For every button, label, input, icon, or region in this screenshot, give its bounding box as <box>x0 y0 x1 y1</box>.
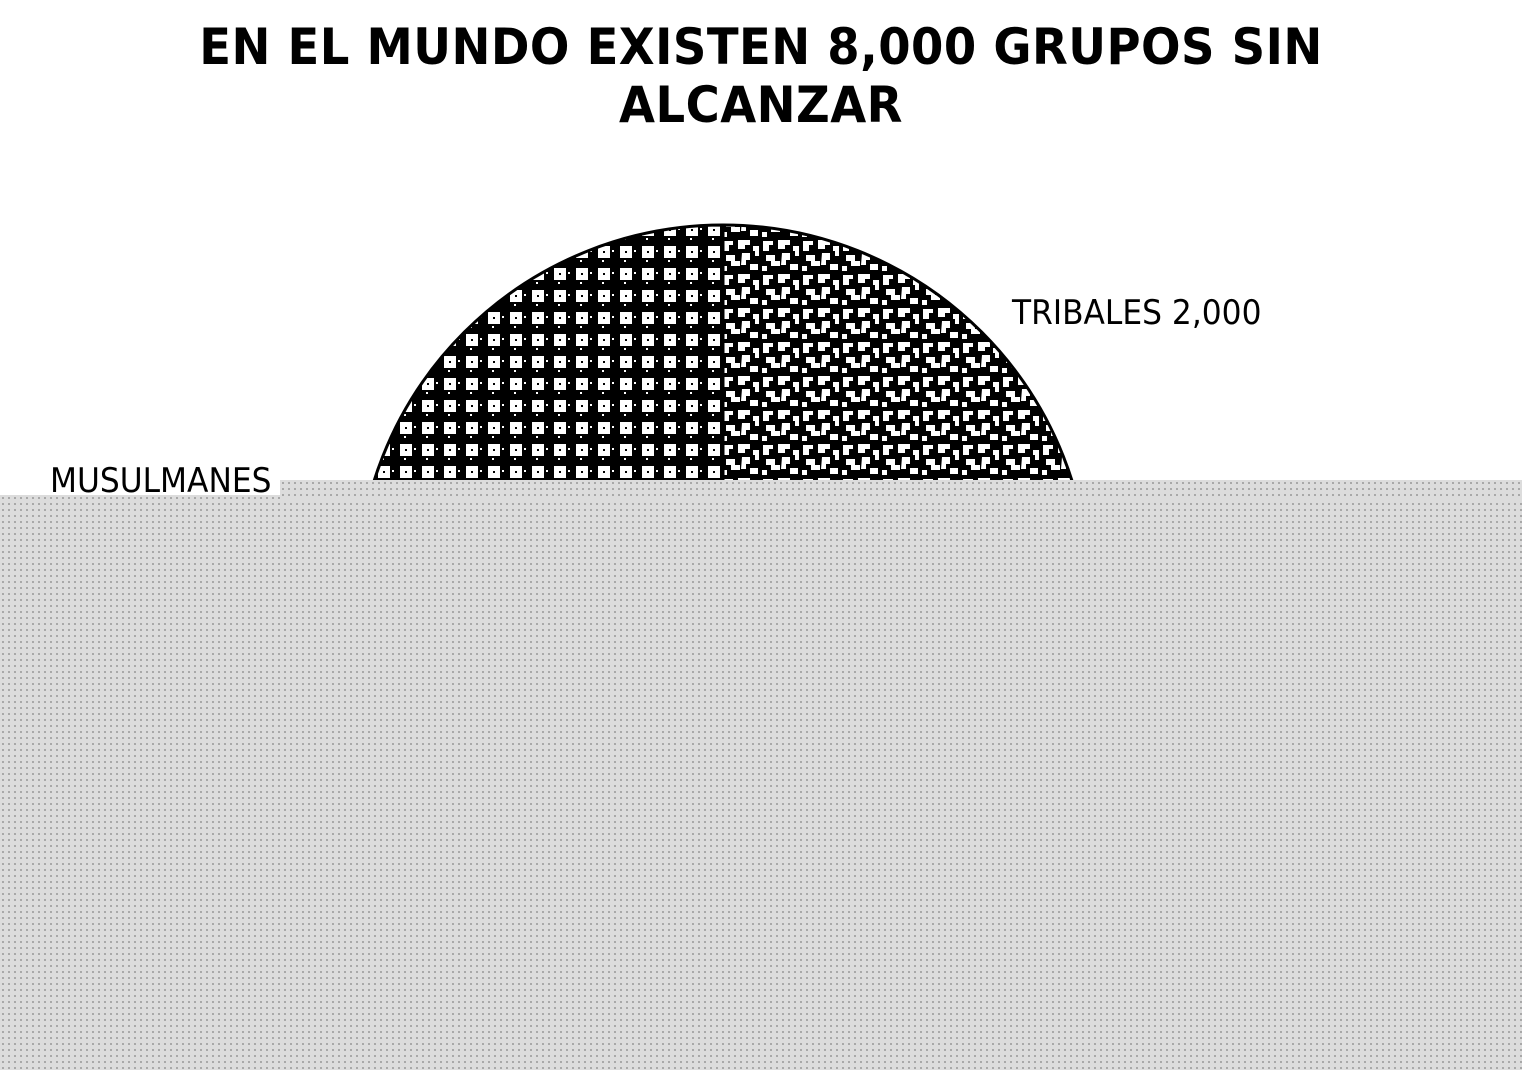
slice-value-text: 2,000 <box>1171 293 1262 333</box>
slice-label-text: MUSULMANES <box>50 461 272 501</box>
chart-title: EN EL MUNDO EXISTEN 8,000 GRUPOS SIN ALC… <box>199 18 1323 134</box>
redaction-overlay <box>0 495 1522 1070</box>
slice-label-text: TRIBALES <box>1012 293 1162 333</box>
slice-label-tribales: TRIBALES 2,000 <box>1012 293 1261 333</box>
slice-label-musulmanes: MUSULMANES <box>50 461 271 501</box>
redaction-overlay <box>280 480 1522 500</box>
